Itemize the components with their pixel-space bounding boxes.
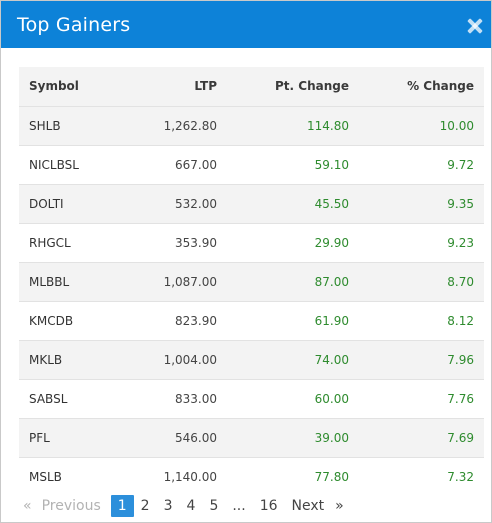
table-row[interactable]: SABSL 833.00 60.00 7.76 bbox=[19, 379, 484, 418]
previous-arrow-icon[interactable]: « bbox=[23, 498, 32, 514]
cell-pct-change: 7.32 bbox=[447, 469, 474, 484]
cell-symbol[interactable]: PFL bbox=[29, 430, 50, 445]
cell-symbol[interactable]: KMCDB bbox=[29, 313, 74, 328]
cell-ltp: 667.00 bbox=[175, 157, 217, 172]
cell-ltp: 1,087.00 bbox=[163, 274, 217, 289]
close-icon[interactable] bbox=[466, 17, 484, 35]
cell-pct-change: 8.70 bbox=[447, 274, 474, 289]
cell-pt-change: 114.80 bbox=[307, 118, 349, 133]
column-header-pt-change[interactable]: Pt. Change bbox=[275, 79, 349, 94]
cell-pct-change: 7.76 bbox=[447, 391, 474, 406]
cell-symbol[interactable]: NICLBSL bbox=[29, 157, 79, 172]
table-header-row: Symbol LTP Pt. Change % Change bbox=[19, 67, 484, 106]
modal-title: Top Gainers bbox=[17, 13, 131, 36]
table-row[interactable]: KMCDB 823.90 61.90 8.12 bbox=[19, 301, 484, 340]
cell-pct-change: 8.12 bbox=[447, 313, 474, 328]
gainers-table: Symbol LTP Pt. Change % Change SHLB 1,26… bbox=[19, 67, 484, 496]
table-row[interactable]: NICLBSL 667.00 59.10 9.72 bbox=[19, 145, 484, 184]
cell-pt-change: 77.80 bbox=[314, 469, 349, 484]
page-link-3[interactable]: 3 bbox=[163, 498, 173, 514]
cell-pt-change: 60.00 bbox=[314, 391, 349, 406]
cell-symbol[interactable]: SABSL bbox=[29, 391, 68, 406]
cell-pct-change: 9.72 bbox=[447, 157, 474, 172]
cell-pt-change: 29.90 bbox=[314, 235, 349, 250]
cell-ltp: 532.00 bbox=[175, 196, 217, 211]
cell-ltp: 1,140.00 bbox=[163, 469, 217, 484]
page-link-5[interactable]: 5 bbox=[209, 498, 219, 514]
cell-symbol[interactable]: RHGCL bbox=[29, 235, 71, 250]
next-page-link[interactable]: Next bbox=[291, 498, 325, 514]
table-row[interactable]: MKLB 1,004.00 74.00 7.96 bbox=[19, 340, 484, 379]
pagination: « Previous 1 2 3 4 5 ... 16 Next » bbox=[19, 495, 348, 517]
next-arrow-icon[interactable]: » bbox=[335, 498, 344, 514]
cell-pt-change: 74.00 bbox=[314, 352, 349, 367]
page-link-2[interactable]: 2 bbox=[140, 498, 150, 514]
cell-pct-change: 9.23 bbox=[447, 235, 474, 250]
table-row[interactable]: MSLB 1,140.00 77.80 7.32 bbox=[19, 457, 484, 496]
page-link-4[interactable]: 4 bbox=[186, 498, 196, 514]
cell-ltp: 823.90 bbox=[175, 313, 217, 328]
cell-pt-change: 59.10 bbox=[314, 157, 349, 172]
cell-symbol[interactable]: MKLB bbox=[29, 352, 63, 367]
cell-ltp: 1,004.00 bbox=[163, 352, 217, 367]
cell-pt-change: 61.90 bbox=[314, 313, 349, 328]
cell-symbol[interactable]: MSLB bbox=[29, 469, 62, 484]
table-row[interactable]: SHLB 1,262.80 114.80 10.00 bbox=[19, 106, 484, 145]
pagination-ellipsis: ... bbox=[232, 498, 246, 514]
cell-pct-change: 7.69 bbox=[447, 430, 474, 445]
cell-pt-change: 87.00 bbox=[314, 274, 349, 289]
table-body: SHLB 1,262.80 114.80 10.00 NICLBSL 667.0… bbox=[19, 106, 484, 496]
cell-pt-change: 45.50 bbox=[314, 196, 349, 211]
table-row[interactable]: MLBBL 1,087.00 87.00 8.70 bbox=[19, 262, 484, 301]
cell-symbol[interactable]: MLBBL bbox=[29, 274, 70, 289]
page-link-1[interactable]: 1 bbox=[110, 495, 134, 517]
cell-symbol[interactable]: DOLTI bbox=[29, 196, 64, 211]
previous-page-link[interactable]: Previous bbox=[41, 498, 101, 514]
cell-ltp: 353.90 bbox=[175, 235, 217, 250]
column-header-pct-change[interactable]: % Change bbox=[407, 79, 474, 94]
cell-pct-change: 10.00 bbox=[439, 118, 474, 133]
column-header-symbol[interactable]: Symbol bbox=[29, 79, 79, 94]
table-row[interactable]: PFL 546.00 39.00 7.69 bbox=[19, 418, 484, 457]
cell-pt-change: 39.00 bbox=[314, 430, 349, 445]
column-header-ltp[interactable]: LTP bbox=[194, 79, 217, 94]
modal-header: Top Gainers bbox=[1, 1, 491, 48]
cell-ltp: 546.00 bbox=[175, 430, 217, 445]
modal-body: Symbol LTP Pt. Change % Change SHLB 1,26… bbox=[19, 67, 484, 496]
cell-pct-change: 9.35 bbox=[447, 196, 474, 211]
page-link-16[interactable]: 16 bbox=[259, 498, 278, 514]
cell-ltp: 833.00 bbox=[175, 391, 217, 406]
cell-symbol[interactable]: SHLB bbox=[29, 118, 61, 133]
table-row[interactable]: DOLTI 532.00 45.50 9.35 bbox=[19, 184, 484, 223]
cell-ltp: 1,262.80 bbox=[163, 118, 217, 133]
table-row[interactable]: RHGCL 353.90 29.90 9.23 bbox=[19, 223, 484, 262]
cell-pct-change: 7.96 bbox=[447, 352, 474, 367]
